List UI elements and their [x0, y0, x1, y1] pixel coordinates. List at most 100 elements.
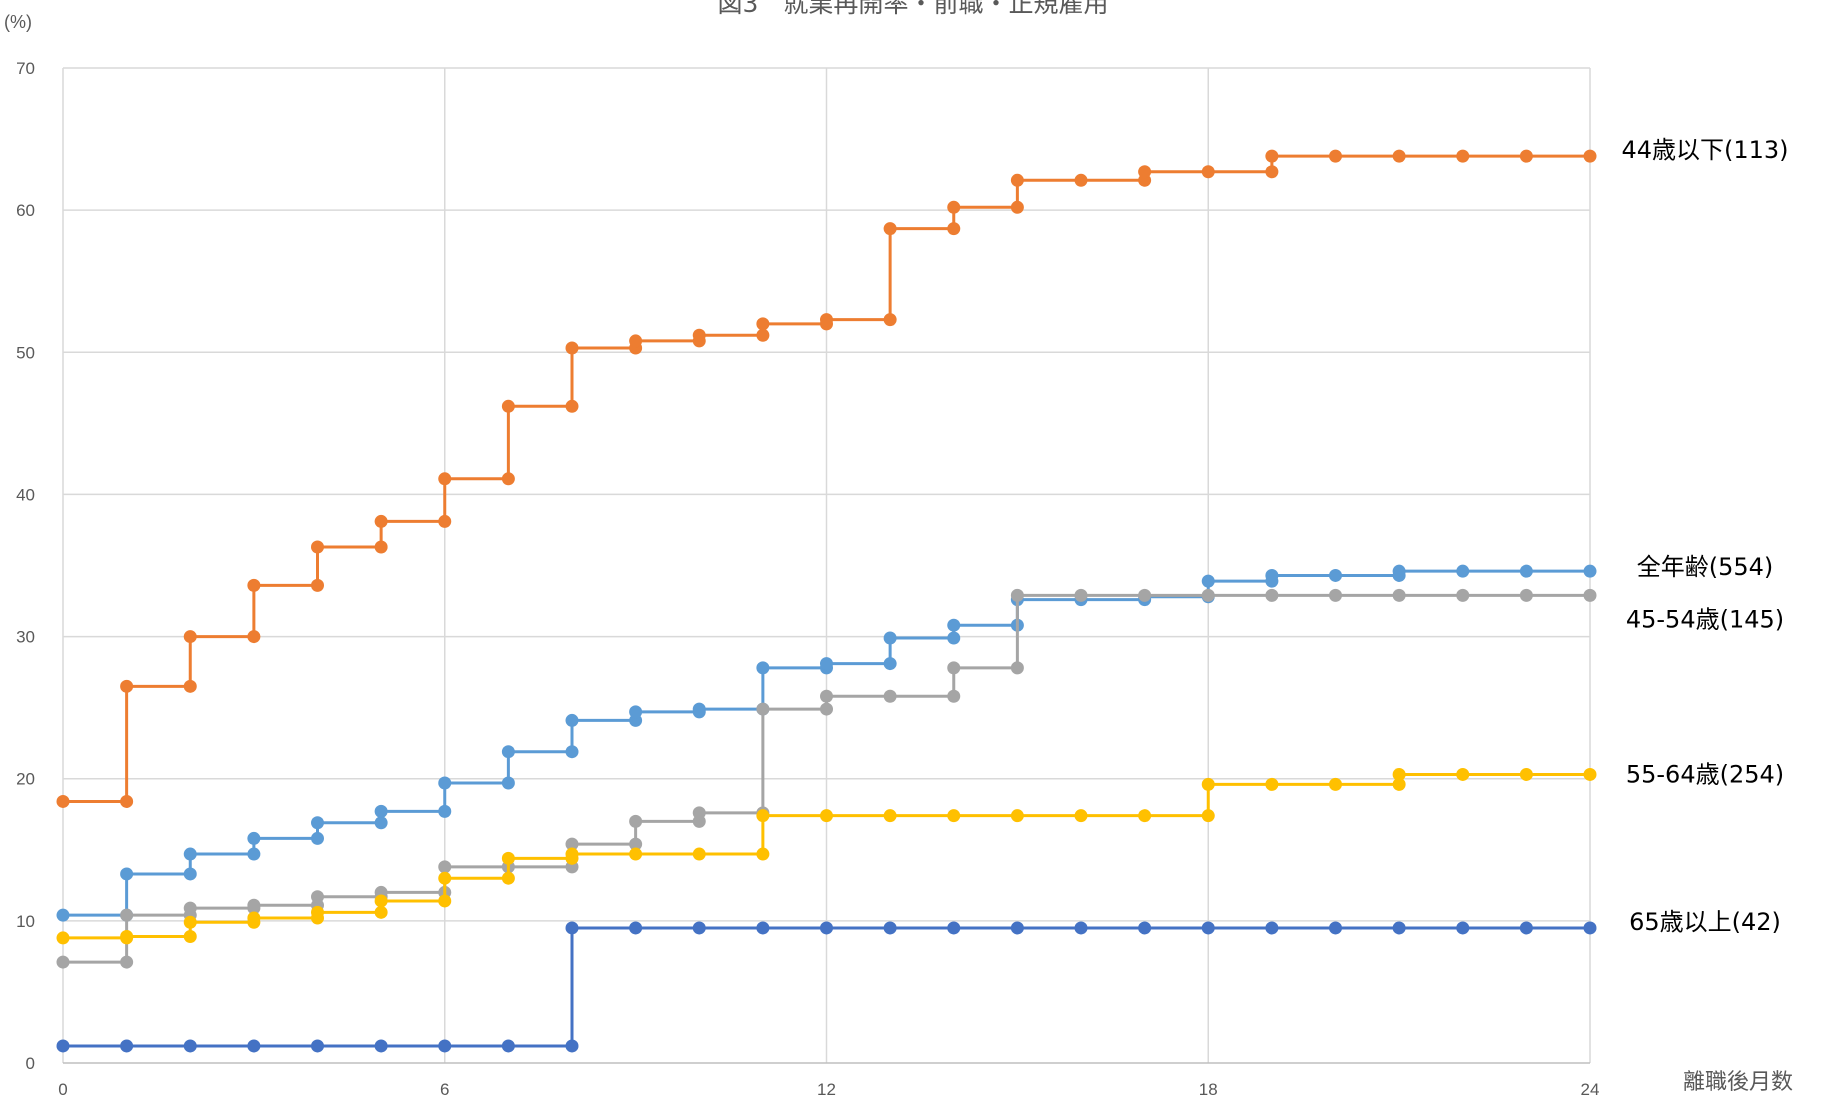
data-point	[120, 955, 134, 969]
data-point	[311, 816, 324, 830]
data-point	[1074, 921, 1088, 935]
data-point	[1010, 921, 1024, 935]
y-tick-label: 20	[16, 770, 35, 789]
series-3	[56, 767, 1597, 945]
data-point	[1392, 588, 1406, 602]
chart-title: 図3 就業再開率・前職・正規雇用	[718, 0, 1109, 18]
data-point	[1519, 588, 1533, 602]
data-point	[1392, 564, 1406, 578]
data-point	[565, 847, 579, 861]
data-point	[120, 679, 134, 693]
data-point	[501, 745, 515, 759]
data-point	[1265, 149, 1279, 163]
data-point	[883, 921, 897, 935]
data-point	[1329, 149, 1342, 163]
y-tick-label: 70	[16, 59, 35, 78]
data-point	[947, 200, 961, 214]
data-point	[438, 894, 452, 908]
data-point	[692, 328, 706, 342]
data-point	[183, 630, 197, 644]
data-point	[1010, 588, 1024, 602]
y-axis-unit: (%)	[4, 12, 32, 32]
data-point	[247, 1039, 261, 1053]
data-point	[820, 921, 833, 935]
series-label: 55-64歳(254)	[1626, 760, 1784, 788]
series-label: 45-54歳(145)	[1626, 605, 1784, 633]
x-tick-label: 12	[817, 1080, 836, 1099]
data-point	[183, 929, 197, 943]
data-point	[565, 399, 579, 413]
data-point	[438, 871, 452, 885]
data-point	[247, 911, 261, 925]
data-point	[1392, 777, 1406, 791]
data-point	[1010, 661, 1024, 675]
data-point	[311, 831, 324, 845]
x-tick-label: 0	[58, 1080, 67, 1099]
data-point	[1265, 568, 1279, 582]
data-point	[692, 702, 706, 716]
data-point	[374, 905, 388, 919]
data-point	[1074, 173, 1088, 187]
data-point	[883, 631, 897, 645]
data-point	[692, 806, 706, 820]
y-tick-label: 10	[16, 912, 35, 931]
data-point	[374, 804, 388, 818]
data-point	[565, 1039, 579, 1053]
data-point	[247, 831, 261, 845]
data-point	[183, 915, 197, 929]
data-point	[120, 1039, 134, 1053]
data-point	[1138, 809, 1152, 823]
data-point	[438, 1039, 452, 1053]
data-point	[1392, 149, 1406, 163]
x-tick-label: 6	[440, 1080, 449, 1099]
data-point	[1265, 165, 1279, 179]
y-tick-label: 60	[16, 201, 35, 220]
data-point	[247, 630, 261, 644]
data-point	[756, 809, 770, 823]
data-point	[629, 847, 643, 861]
data-point	[247, 847, 261, 861]
data-point	[756, 317, 770, 331]
grid	[62, 67, 1591, 1063]
data-point	[1201, 588, 1215, 602]
data-point	[1456, 767, 1470, 781]
data-point	[501, 1039, 515, 1053]
data-point	[1583, 588, 1597, 602]
data-point	[1010, 200, 1024, 214]
data-point	[501, 399, 515, 413]
data-point	[565, 341, 579, 355]
data-point	[565, 837, 579, 851]
data-point	[1456, 564, 1470, 578]
series-label: 全年齢(554)	[1637, 553, 1774, 581]
x-axis-label: 離職後月数	[1683, 1070, 1793, 1095]
data-point	[1519, 564, 1533, 578]
series-labels: 44歳以下(113) 全年齢(554) 45-54歳(145) 55-64歳(254)…	[1621, 136, 1788, 936]
data-point	[1201, 921, 1215, 935]
data-point	[1392, 921, 1406, 935]
data-point	[629, 921, 643, 935]
data-point	[756, 328, 770, 342]
data-point	[629, 837, 643, 851]
data-point	[56, 794, 70, 808]
data-point	[1010, 809, 1024, 823]
data-point	[311, 905, 324, 919]
data-point	[1456, 921, 1470, 935]
data-point	[565, 921, 579, 935]
data-point	[565, 713, 579, 727]
data-point	[56, 1039, 70, 1053]
series-group	[56, 149, 1597, 1053]
data-point	[56, 908, 70, 922]
data-point	[629, 814, 643, 828]
data-point	[1201, 574, 1215, 588]
data-point	[56, 955, 70, 969]
data-point	[120, 929, 134, 943]
data-point	[1265, 777, 1279, 791]
data-point	[820, 657, 833, 671]
data-point	[629, 705, 643, 719]
data-point	[883, 809, 897, 823]
data-point	[311, 890, 324, 904]
data-point	[1519, 767, 1533, 781]
data-point	[947, 809, 961, 823]
data-point	[1010, 173, 1024, 187]
data-point	[1456, 588, 1470, 602]
